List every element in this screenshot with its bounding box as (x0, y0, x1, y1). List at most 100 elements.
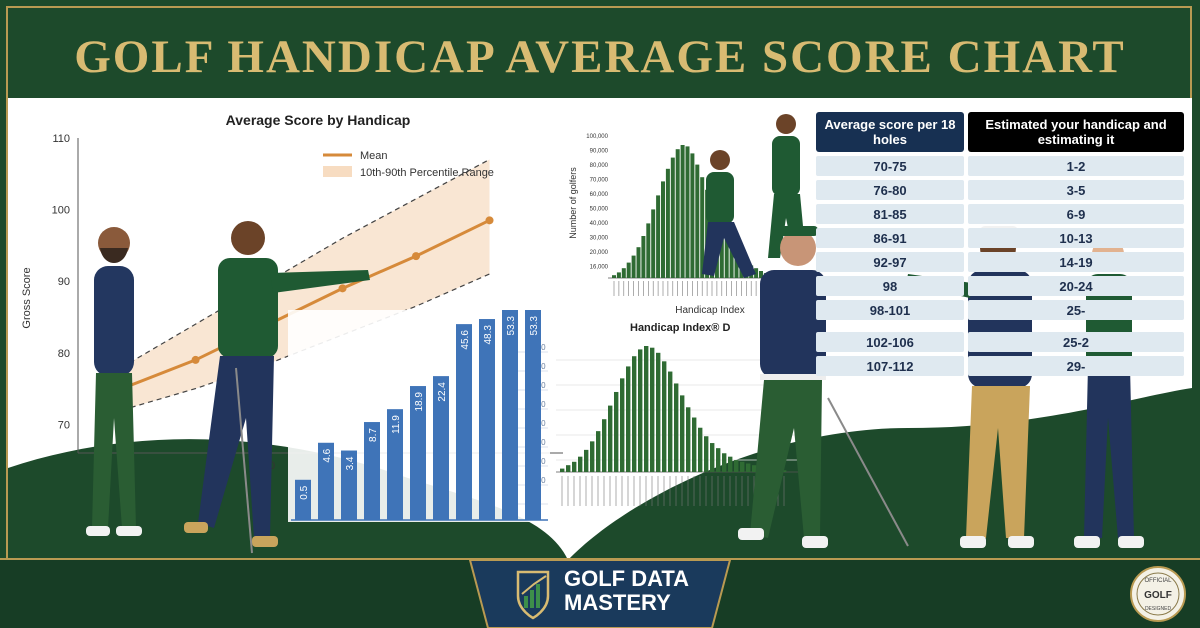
mean-point (412, 252, 421, 261)
golfer-figure-2 (184, 221, 370, 554)
content-panel: Average Score by Handicap Gross Score 70… (8, 98, 1192, 560)
legend-mean-label: Mean (360, 150, 388, 162)
hist2-bar (656, 352, 661, 472)
table-cell-handicap: 29- (968, 356, 1184, 376)
blue-bar-label: 53.3 (506, 316, 517, 336)
blue-bar (410, 386, 426, 520)
hist1-bar (759, 271, 763, 278)
official-seal-icon: OFFICIAL GOLF DESIGNED (1130, 566, 1186, 622)
blue-bar-chart: 80.070.060.050.040.030.020.010.00.0 0.54… (288, 310, 550, 522)
table-cell-score: 98 (816, 276, 964, 296)
hist1-y-tick-label: 20,000 (590, 250, 609, 256)
blue-bar (295, 479, 311, 520)
golfer-figure-1 (86, 227, 142, 536)
table-header-score: Average score per 18 holes (816, 112, 964, 152)
table-cell-handicap: 14-19 (968, 252, 1184, 272)
hist1-y-tick-label: 70,000 (590, 178, 609, 184)
hist2-bar (620, 378, 625, 472)
hist1-bar (616, 272, 621, 278)
hist2-bar (596, 431, 601, 472)
hist1-y-tick-label: 100,000 (586, 134, 608, 140)
hist1-bar (734, 250, 739, 278)
brand-line-2: MASTERY (564, 590, 671, 615)
hist1-bar (690, 153, 695, 278)
hist1-bar (656, 195, 661, 278)
seal-top-text: OFFICIAL (1144, 578, 1172, 584)
blue-bar-label: 45.6 (460, 330, 471, 350)
percentile-upper-line (121, 158, 490, 368)
y-axis-label: Gross Score (21, 267, 33, 328)
table-cell-score: 107-112 (816, 356, 964, 376)
footer-bar: OFFICIAL GOLF DESIGNED (0, 559, 1200, 628)
table-cell-handicap: 25-2 (968, 332, 1184, 352)
hist1-bar (646, 223, 651, 278)
hist1-y-tick-label: 60,000 (590, 192, 609, 198)
hist2-bar (740, 461, 745, 472)
hist1-bar (680, 145, 685, 278)
blue-bar (502, 310, 518, 520)
mean-point (191, 355, 200, 364)
panel-drawing: Average Score by Handicap Gross Score 70… (8, 112, 1192, 560)
table-header-handicap: Estimated your handicap and estimating i… (968, 112, 1184, 152)
hist2-bar (614, 391, 619, 472)
table-cell-handicap: 20-24 (968, 276, 1184, 296)
footer-badge (468, 559, 732, 628)
hist1-bar (661, 181, 665, 278)
hist2-bar (734, 460, 739, 472)
blue-bar-label: 8.7 (368, 428, 379, 442)
seal-main-text: GOLF (1144, 590, 1172, 601)
hist2-bar (626, 366, 631, 472)
blue-bar-label: 48.3 (483, 325, 494, 345)
legend-band-swatch (323, 166, 352, 177)
blue-bar-label: 53.3 (529, 316, 540, 336)
golfer-figure-5 (738, 226, 909, 548)
table-cell-handicap: 10-13 (968, 228, 1184, 248)
hist1-bar (636, 247, 641, 278)
blue-bar-label: 3.4 (345, 456, 356, 470)
table-cell-handicap: 6-9 (968, 204, 1184, 224)
hist2-bar (752, 465, 757, 472)
hist2-bar (632, 356, 637, 472)
brand-logo-text: GOLF DATA MASTERY (564, 567, 689, 615)
y-tick-label: 110 (52, 133, 70, 145)
table-cell-handicap: 3-5 (968, 180, 1184, 200)
mean-point (485, 216, 494, 225)
blue-bar-label: 11.9 (391, 415, 402, 434)
y-tick-label: 90 (58, 276, 70, 288)
page-title: GOLF HANDICAP AVERAGE SCORE CHART (74, 31, 1126, 83)
table-cell-handicap: 25- (968, 300, 1184, 320)
hist1-y-tick-label: 40,000 (590, 221, 609, 227)
hist1-bar (631, 255, 636, 278)
blue-bar (456, 324, 472, 520)
hist1-bar (700, 177, 705, 278)
handicap-index-histogram: Handicap Index® D (556, 322, 808, 506)
y-tick-label: 80 (58, 348, 70, 360)
hist1-x-axis-label: Handicap Index (675, 305, 745, 316)
seal-bottom-text: DESIGNED (1145, 606, 1172, 612)
hist2-bar (746, 463, 751, 472)
hist2-bar (584, 449, 589, 472)
hist2-bar (602, 419, 607, 472)
table-cell-score: 98-101 (816, 300, 964, 320)
y-tick-label: 70 (58, 419, 70, 431)
hist2-bar (662, 361, 667, 472)
hist2-bar (644, 346, 649, 472)
footer-drawing: OFFICIAL GOLF DESIGNED (468, 559, 1186, 628)
hist1-bar (675, 149, 680, 278)
mean-point (338, 284, 347, 293)
blue-bar-label: 4.6 (322, 448, 333, 462)
y-tick-label: 100 (52, 205, 70, 217)
table-cell-handicap: 1-2 (968, 156, 1184, 176)
hist2-title: Handicap Index® D (630, 322, 730, 334)
hist1-y-tick-label: 30,000 (590, 236, 609, 242)
hist2-bar (578, 456, 583, 472)
hist2-bar (710, 443, 715, 472)
hist1-bar (641, 236, 646, 278)
hist2-bar (686, 407, 691, 472)
hist1-bar (729, 243, 734, 278)
logo-shield-icon (516, 570, 550, 620)
table-cell-score: 81-85 (816, 204, 964, 224)
hist1-y-tick-label: 16,000 (590, 265, 609, 271)
hist1-y-tick-label: 80,000 (590, 163, 609, 169)
